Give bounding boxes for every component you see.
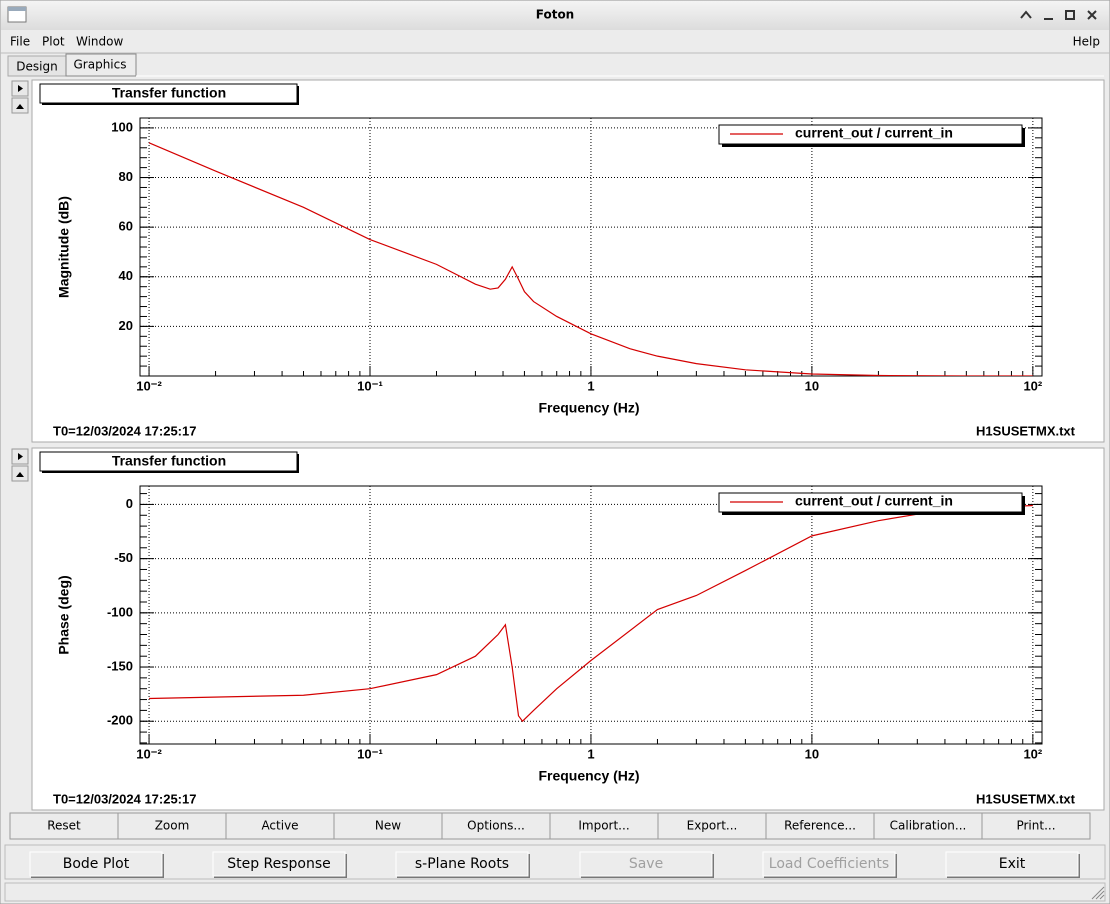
toolbar-button-label[interactable]: Reference... [784, 819, 856, 833]
maximize-button[interactable] [1065, 10, 1075, 20]
menu-item[interactable]: Plot [42, 35, 65, 49]
x-tick-label: 1 [587, 378, 594, 393]
y-tick-label: -100 [107, 604, 133, 619]
tab-label[interactable]: Design [16, 60, 57, 74]
toolbar-button-label[interactable]: Active [261, 819, 298, 833]
y-tick-label: -150 [107, 658, 133, 673]
toolbar-button[interactable] [333, 812, 443, 840]
shade-button[interactable] [1020, 10, 1032, 19]
toolbar-button[interactable] [981, 812, 1091, 840]
toolbar-button-label[interactable]: Calibration... [890, 819, 967, 833]
arrow [16, 472, 24, 477]
y-tick-label: 80 [119, 169, 133, 184]
button[interactable] [212, 851, 346, 877]
menu-item[interactable]: Window [76, 35, 124, 49]
toolbar-button-label[interactable]: New [375, 819, 401, 833]
button-label[interactable]: Bode Plot [63, 856, 130, 872]
window-icon-bar [8, 7, 26, 11]
x-tick-label: 10⁻¹ [357, 378, 383, 393]
x-tick-label: 10² [1023, 378, 1042, 393]
y-tick-label: 60 [119, 219, 133, 234]
legend-label: current_out / current_in [795, 493, 953, 509]
button [762, 851, 896, 877]
x-tick-label: 10 [805, 746, 819, 761]
button-label: Load Coefficients [769, 856, 889, 872]
toolbar-button-label[interactable]: Zoom [155, 819, 190, 833]
toolbar-button-label[interactable]: Export... [687, 819, 738, 833]
resize-grip [1091, 886, 1105, 900]
plot-frame [139, 117, 1043, 377]
button-label[interactable]: Exit [999, 856, 1026, 872]
x-tick-label: 10⁻¹ [357, 746, 383, 761]
menu-item[interactable]: File [10, 35, 30, 49]
data-line [148, 142, 1033, 376]
x-axis-label: Frequency (Hz) [538, 768, 639, 784]
y-tick-label: -50 [114, 550, 133, 565]
y-tick-label: 0 [126, 496, 133, 511]
x-tick-label: 10⁻² [136, 378, 162, 393]
toolbar-button-label[interactable]: Reset [47, 819, 81, 833]
footer-left: T0=12/03/2024 17:25:17 [53, 791, 196, 806]
button[interactable] [395, 851, 529, 877]
title-box [39, 83, 298, 104]
arrow [16, 104, 24, 109]
y-tick-label: -200 [107, 713, 133, 728]
y-axis-label: Magnitude (dB) [56, 196, 72, 298]
toolbar-button[interactable] [117, 812, 227, 840]
button[interactable] [29, 851, 163, 877]
legend-box [718, 124, 1023, 145]
window-title: Foton [536, 8, 574, 22]
chart-title: Transfer function [112, 85, 226, 101]
x-tick-label: 10 [805, 378, 819, 393]
toolbar-button-label[interactable]: Options... [467, 819, 525, 833]
toolbar-button[interactable] [873, 812, 983, 840]
footer-right: H1SUSETMX.txt [976, 423, 1076, 438]
title-box [39, 451, 298, 472]
footer-right: H1SUSETMX.txt [976, 791, 1076, 806]
button-label[interactable]: s-Plane Roots [415, 856, 509, 872]
footer-left: T0=12/03/2024 17:25:17 [53, 423, 196, 438]
legend-box [718, 492, 1023, 513]
toolbar-button[interactable] [9, 812, 119, 840]
toolbar-button-label[interactable]: Print... [1016, 819, 1055, 833]
plot-frame [139, 485, 1043, 745]
button-bar [4, 844, 1106, 880]
toolbar-button[interactable] [549, 812, 659, 840]
button-label[interactable]: Step Response [227, 856, 331, 872]
chart-title: Transfer function [112, 453, 226, 469]
x-tick-label: 10⁻² [136, 746, 162, 761]
button [579, 851, 713, 877]
x-axis-label: Frequency (Hz) [538, 400, 639, 416]
y-tick-label: 40 [119, 268, 133, 283]
y-tick-label: 100 [111, 119, 133, 134]
legend-label: current_out / current_in [795, 125, 953, 141]
button[interactable] [945, 851, 1079, 877]
menu-item[interactable]: Help [1073, 35, 1100, 49]
tab-active[interactable] [65, 53, 137, 77]
x-tick-label: 1 [587, 746, 594, 761]
tab-label[interactable]: Graphics [74, 58, 127, 72]
arrow [18, 453, 23, 460]
data-line [149, 504, 1033, 723]
y-tick-label: 20 [119, 318, 133, 333]
toolbar-button[interactable] [657, 812, 767, 840]
arrow [18, 85, 23, 92]
toolbar-button-label[interactable]: Import... [578, 819, 629, 833]
x-tick-label: 10² [1023, 746, 1042, 761]
title-bar [1, 1, 1109, 30]
status-bar [4, 882, 1106, 902]
button-label: Save [629, 856, 663, 872]
close-button[interactable] [1087, 10, 1097, 20]
toolbar-button[interactable] [441, 812, 551, 840]
y-axis-label: Phase (deg) [56, 575, 72, 654]
